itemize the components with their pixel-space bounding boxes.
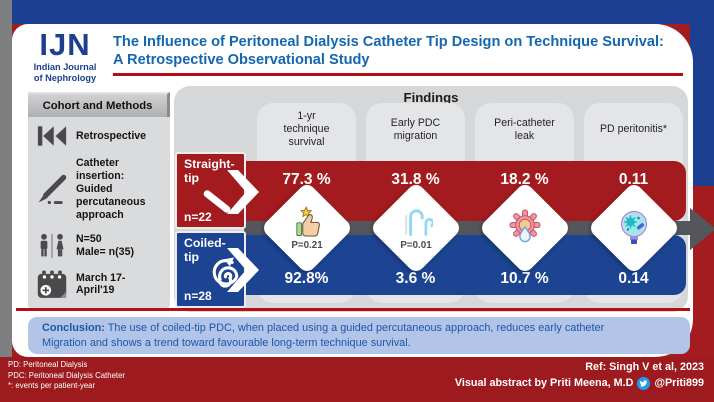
list-item: Retrospective — [34, 125, 166, 147]
journal-logo: IJN Indian Journal of Nephrology — [26, 29, 104, 84]
conclusion-divider — [16, 308, 690, 311]
cohort-methods-panel: Cohort and Methods Retrospective — [28, 92, 170, 308]
value-cell: 0.14 — [618, 270, 649, 287]
value-cell: 3.6 % — [395, 270, 436, 287]
p-value: P=0.01 — [400, 240, 432, 251]
cohort-methods-header: Cohort and Methods — [28, 92, 170, 117]
page-title: The Influence of Peritoneal Dialysis Cat… — [113, 34, 664, 69]
footer-credits: Ref: Singh V et al, 2023 Visual abstract… — [455, 359, 704, 391]
chevron-right-icon — [227, 248, 259, 292]
coiled-tip-n: n=28 — [184, 289, 212, 303]
value-cell: 18.2 % — [500, 171, 549, 188]
abbreviation-item: *: events per patient-year — [8, 381, 96, 391]
value-cell: 10.7 % — [500, 270, 549, 287]
list-item: March 17- April'19 — [34, 269, 166, 300]
timeline-bar — [244, 221, 692, 235]
bacteria-magnifier-icon — [620, 210, 648, 244]
title-underline — [113, 73, 683, 76]
value-cell: 92.8% — [284, 270, 329, 287]
footer-band — [0, 357, 714, 402]
conclusion-label: Conclusion: — [42, 322, 105, 334]
findings-title: Findings — [403, 90, 459, 105]
abbreviation-list: PD: Peritoneal Dialysis PDC: Peritoneal … — [8, 360, 125, 392]
main-card: IJN Indian Journal of Nephrology The Inf… — [12, 24, 714, 357]
conclusion-text-line1: The use of coiled-tip PDC, when placed u… — [107, 322, 605, 334]
chevron-right-icon — [227, 170, 259, 214]
value-cell: 31.8 % — [391, 171, 440, 188]
pd-peritonitis-marker — [594, 196, 674, 260]
thumbs-up-icon — [296, 206, 320, 237]
straight-tip-box: Straight-tip n=22 — [175, 152, 246, 229]
list-item: Catheter insertion: Guided percutaneous ap… — [34, 157, 166, 222]
journal-logo-name: Indian Journal of Nephrology — [33, 62, 97, 83]
coiled-tip-label: Coiled-tip — [184, 236, 226, 264]
abbreviation-item: PDC: Peritoneal Dialysis Catheter — [8, 370, 125, 380]
value-cell: 77.3 % — [282, 171, 331, 188]
abbreviation-item: PD: Peritoneal Dialysis — [8, 360, 88, 369]
twitter-handle: @Priti899 — [654, 377, 704, 390]
timeline-arrow-icon — [690, 208, 714, 250]
journal-logo-acronym: IJN — [39, 27, 91, 62]
p-value: P=0.21 — [291, 240, 323, 251]
page-edge-strip — [0, 0, 12, 357]
list-item: N=50 Male= n(35) — [34, 233, 166, 259]
coiled-tip-box: Coiled-tip n=28 — [175, 231, 246, 308]
catheter-icon — [404, 209, 433, 236]
pericatheter-leak-marker — [485, 196, 565, 260]
value-cell: 0.11 — [618, 171, 649, 188]
top-banner — [12, 0, 714, 24]
conclusion-box: Conclusion: The use of coiled-tip PDC, w… — [28, 317, 690, 354]
straight-tip-label: Straight-tip — [184, 157, 235, 185]
cohort-methods-body: Retrospective Catheter insertion: Guided … — [28, 117, 170, 308]
right-banner — [690, 0, 714, 186]
gear-leak-icon — [509, 209, 541, 242]
conclusion-text-line2: Migration and shows a trend toward favou… — [42, 336, 411, 349]
credit-row: Visual abstract by Priti Meena, M.D @Pri… — [455, 375, 704, 391]
straight-tip-n: n=22 — [184, 210, 212, 224]
technique-survival-marker: P=0.21 — [267, 196, 347, 260]
calendar-icon — [34, 269, 70, 300]
coiled-catheter-icon — [207, 257, 243, 298]
rewind-icon — [34, 125, 70, 147]
pdc-migration-marker: P=0.01 — [376, 196, 456, 260]
credit-text: Visual abstract by Priti Meena, M.D — [454, 377, 634, 390]
reference-text: Ref: Singh V et al, 2023 — [585, 361, 704, 373]
scalpel-icon — [34, 173, 70, 207]
coiled-tip-values-row: 92.8% 3.6 % 10.7 % 0.14 — [252, 264, 688, 294]
straight-tip-values-row: 77.3 % 31.8 % 18.2 % 0.11 — [252, 164, 688, 196]
twitter-icon — [637, 376, 651, 390]
male-female-icon — [34, 233, 70, 259]
